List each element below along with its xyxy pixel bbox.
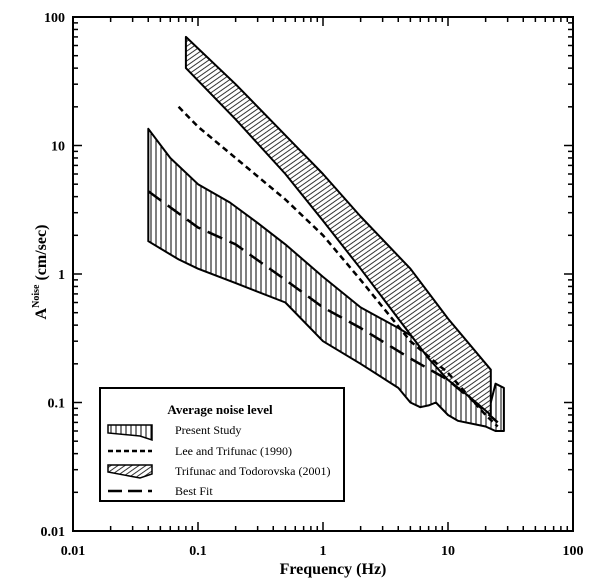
y-axis-title-unit: (cm/sec): [33, 225, 50, 285]
y-axis-title-main: A: [33, 307, 50, 319]
x-tick-label: 0.01: [61, 544, 86, 559]
y-tick-label: 100: [44, 11, 65, 26]
legend-label-trifunac-todorovska: Trifunac and Todorovska (2001): [175, 464, 330, 478]
legend-box: [99, 387, 345, 502]
svg-text:ANoise (cm/sec): ANoise (cm/sec): [31, 225, 50, 320]
x-tick-label: 10: [441, 544, 455, 559]
legend-title: Average noise level: [167, 402, 273, 417]
legend-swatch-present-study: [107, 424, 153, 442]
x-axis-title: Frequency (Hz): [280, 561, 387, 578]
x-tick-label: 0.1: [189, 544, 207, 559]
legend-label-lee-trifunac: Lee and Trifunac (1990): [175, 444, 292, 458]
series-band-present-study: [147, 127, 505, 432]
legend-label-best-fit: Best Fit: [175, 484, 213, 498]
y-axis-title: ANoise (cm/sec): [31, 225, 50, 320]
legend-label-present-study: Present Study: [175, 423, 241, 437]
plot-area: [147, 35, 505, 432]
axes: 0.01 0.1 1 10 100 0.01 0.1 1 10 100: [41, 11, 584, 559]
y-tick-label: 10: [51, 140, 65, 155]
legend-swatch-trifunac-todorovska: [107, 464, 153, 479]
y-axis-title-sup: Noise: [31, 284, 42, 308]
series-line-best-fit: [147, 190, 499, 424]
y-tick-label: 1: [58, 268, 65, 283]
series-line-lee-and-trifunac-1990: [177, 105, 499, 428]
y-tick-label: 0.01: [41, 525, 66, 540]
legend: Average noise level Present Study Lee an…: [99, 387, 345, 502]
y-tick-label: 0.1: [48, 397, 66, 412]
x-tick-label: 1: [320, 544, 327, 559]
x-tick-label: 100: [563, 544, 584, 559]
